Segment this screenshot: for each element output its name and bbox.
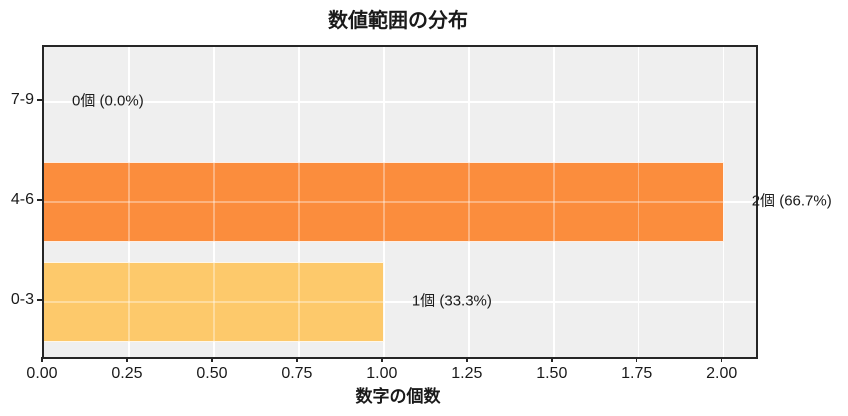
y-tick-mark xyxy=(37,199,42,201)
y-tick-label: 4-6 xyxy=(10,191,34,208)
x-tick-mark xyxy=(211,357,213,362)
gridline-horizontal-overlay xyxy=(44,101,756,103)
x-tick-mark xyxy=(551,357,553,362)
gridline-vertical xyxy=(722,47,725,357)
bar-value-label: 0個 (0.0%) xyxy=(72,92,144,110)
gridline-vertical-overlay xyxy=(128,47,130,357)
x-tick-label: 0.75 xyxy=(281,365,313,382)
bar-value-label: 2個 (66.7%) xyxy=(751,192,832,210)
x-tick-mark xyxy=(296,357,298,362)
x-tick-label: 2.00 xyxy=(706,365,738,382)
x-tick-label: 1.75 xyxy=(621,365,653,382)
x-tick-label: 0.50 xyxy=(196,365,228,382)
bar-value-label: 1個 (33.3%) xyxy=(411,292,492,310)
x-tick-label: 1.25 xyxy=(451,365,483,382)
x-axis-label: 数字の個数 xyxy=(355,387,441,406)
gridline-horizontal xyxy=(44,301,756,303)
x-tick-label: 1.00 xyxy=(366,365,398,382)
gridline-vertical-overlay xyxy=(468,47,470,357)
chart-title: 数値範囲の分布 xyxy=(328,10,468,32)
x-tick-mark xyxy=(635,357,638,362)
x-tick-label: 1.50 xyxy=(536,365,568,382)
gridline-vertical-overlay xyxy=(553,47,555,357)
bar-0-3 xyxy=(44,262,384,342)
gridline-vertical-overlay xyxy=(383,47,385,357)
plot-area xyxy=(42,45,758,359)
gridline-vertical-overlay xyxy=(637,47,640,357)
x-tick-mark xyxy=(466,357,468,362)
x-tick-label: 0.25 xyxy=(111,365,143,382)
gridline-vertical-overlay xyxy=(722,47,725,357)
y-tick-label: 0-3 xyxy=(10,291,34,308)
x-tick-mark xyxy=(720,357,723,362)
y-tick-mark xyxy=(37,299,42,301)
gridline-horizontal-overlay xyxy=(44,201,756,203)
gridline-horizontal xyxy=(44,101,756,103)
x-tick-mark xyxy=(126,357,128,362)
gridline-vertical-overlay xyxy=(213,47,215,357)
x-tick-mark xyxy=(381,357,383,362)
bar-4-6 xyxy=(44,162,724,242)
y-tick-mark xyxy=(37,99,42,101)
gridline-vertical-overlay xyxy=(298,47,300,357)
y-tick-label: 7-9 xyxy=(10,91,34,108)
x-tick-label: 0.00 xyxy=(26,365,58,382)
x-tick-mark xyxy=(41,357,43,362)
gridline-horizontal-overlay xyxy=(44,301,756,303)
